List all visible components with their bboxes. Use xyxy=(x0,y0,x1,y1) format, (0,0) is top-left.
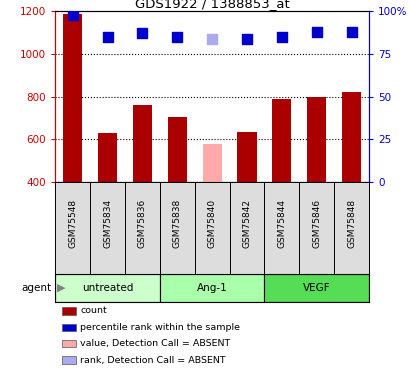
Bar xyxy=(237,132,256,182)
Text: count: count xyxy=(80,306,107,315)
Text: GSM75842: GSM75842 xyxy=(242,199,251,248)
Bar xyxy=(272,99,291,182)
Text: GSM75548: GSM75548 xyxy=(68,199,77,248)
Text: GSM75834: GSM75834 xyxy=(103,199,112,248)
Text: GSM75844: GSM75844 xyxy=(277,199,285,248)
Text: GSM75846: GSM75846 xyxy=(312,199,320,248)
Point xyxy=(208,36,215,42)
Bar xyxy=(160,274,264,302)
Bar xyxy=(61,324,76,331)
Bar xyxy=(61,356,76,364)
Bar xyxy=(61,307,76,315)
Text: untreated: untreated xyxy=(82,283,133,293)
Text: GSM75838: GSM75838 xyxy=(173,199,181,248)
Text: rank, Detection Call = ABSENT: rank, Detection Call = ABSENT xyxy=(80,356,225,364)
Bar xyxy=(202,144,221,182)
Text: ▶: ▶ xyxy=(57,283,66,293)
Bar xyxy=(341,92,360,182)
Bar xyxy=(55,274,160,302)
Bar xyxy=(63,15,82,182)
Point xyxy=(348,29,354,35)
Point xyxy=(278,34,285,40)
Point xyxy=(139,30,146,36)
Bar xyxy=(98,133,117,182)
Point xyxy=(243,36,249,42)
Text: Ang-1: Ang-1 xyxy=(196,283,227,293)
Text: agent: agent xyxy=(21,283,51,293)
Title: GDS1922 / 1388853_at: GDS1922 / 1388853_at xyxy=(135,0,289,10)
Bar xyxy=(264,274,368,302)
Point xyxy=(70,12,76,18)
Point xyxy=(313,29,319,35)
Point xyxy=(174,34,180,40)
Text: GSM75848: GSM75848 xyxy=(346,199,355,248)
Text: GSM75836: GSM75836 xyxy=(138,199,146,248)
Point xyxy=(104,34,110,40)
Bar xyxy=(306,97,326,182)
Text: percentile rank within the sample: percentile rank within the sample xyxy=(80,323,240,332)
Bar xyxy=(61,340,76,347)
Bar xyxy=(167,117,187,182)
Bar xyxy=(133,105,152,182)
Text: GSM75840: GSM75840 xyxy=(207,199,216,248)
Text: VEGF: VEGF xyxy=(302,283,330,293)
Text: value, Detection Call = ABSENT: value, Detection Call = ABSENT xyxy=(80,339,230,348)
